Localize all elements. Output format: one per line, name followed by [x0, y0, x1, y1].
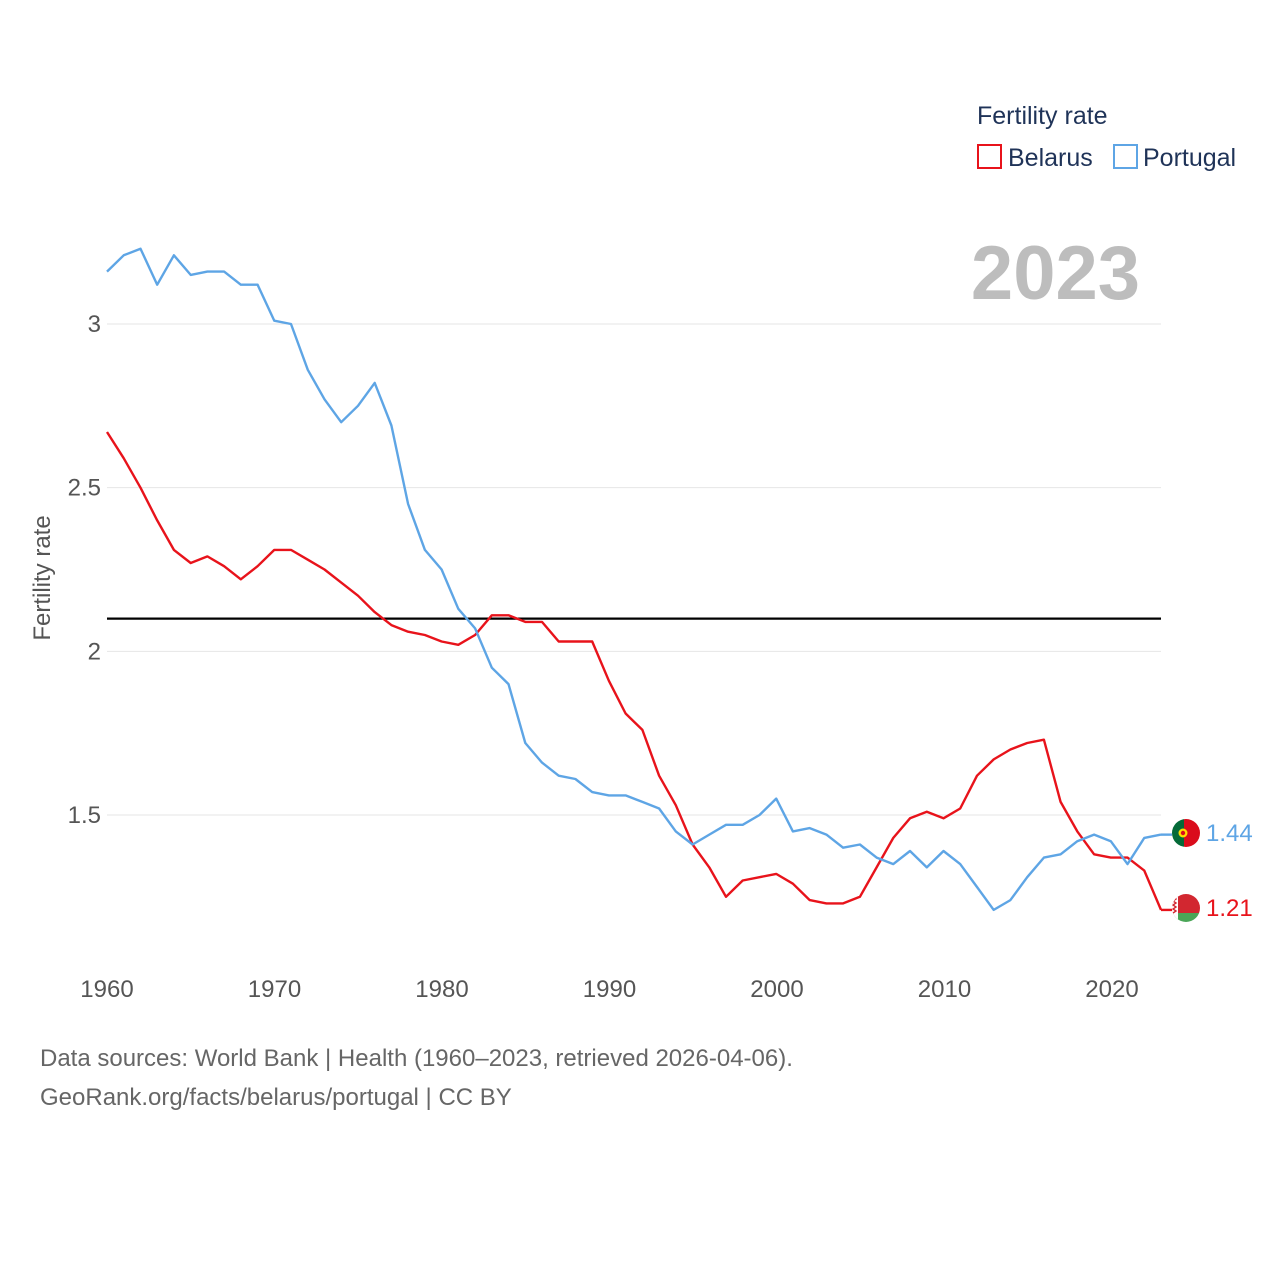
- grid-lines: [107, 323, 1161, 816]
- x-tick-label: 1980: [415, 976, 468, 1003]
- legend-swatch-portugal[interactable]: [1113, 144, 1138, 169]
- legend-label-portugal[interactable]: Portugal: [1143, 144, 1236, 172]
- legend-swatch-belarus[interactable]: [977, 144, 1002, 169]
- series-line-belarus[interactable]: [105, 431, 1163, 911]
- legend-title: Fertility rate: [977, 102, 1108, 130]
- x-tick-label: 2020: [1085, 976, 1138, 1003]
- x-tick-label: 1970: [248, 976, 301, 1003]
- series-lines: [105, 247, 1163, 912]
- x-tick-label: 1990: [583, 976, 636, 1003]
- x-tick-label: 2000: [750, 976, 803, 1003]
- y-axis-label: Fertility rate: [29, 515, 56, 640]
- y-tick-label: 2.5: [68, 475, 101, 502]
- end-label-portugal: 1.44: [1206, 820, 1253, 847]
- x-axis-ticks: 1960 1970 1980 1990 2000 2010 2020: [80, 976, 1138, 1003]
- legend-label-belarus[interactable]: Belarus: [1008, 144, 1093, 172]
- x-tick-label: 2010: [918, 976, 971, 1003]
- end-markers: [1161, 833, 1172, 912]
- y-tick-label: 2: [88, 638, 101, 665]
- current-year-label: 2023: [971, 231, 1140, 316]
- footer-sources: Data sources: World Bank | Health (1960–…: [40, 1045, 793, 1072]
- legend: Fertility rate Belarus Portugal: [977, 102, 1236, 172]
- portugal-flag-icon: [1172, 819, 1200, 847]
- end-label-belarus: 1.21: [1206, 895, 1253, 922]
- y-axis-ticks: 1.5 2 2.5 3: [68, 311, 101, 829]
- footer-attribution[interactable]: GeoRank.org/facts/belarus/portugal | CC …: [40, 1084, 512, 1111]
- y-tick-label: 1.5: [68, 802, 101, 829]
- series-line-portugal[interactable]: [106, 247, 1162, 912]
- y-tick-label: 3: [88, 311, 101, 338]
- belarus-flag-icon: [1172, 894, 1200, 922]
- x-tick-label: 1960: [80, 976, 133, 1003]
